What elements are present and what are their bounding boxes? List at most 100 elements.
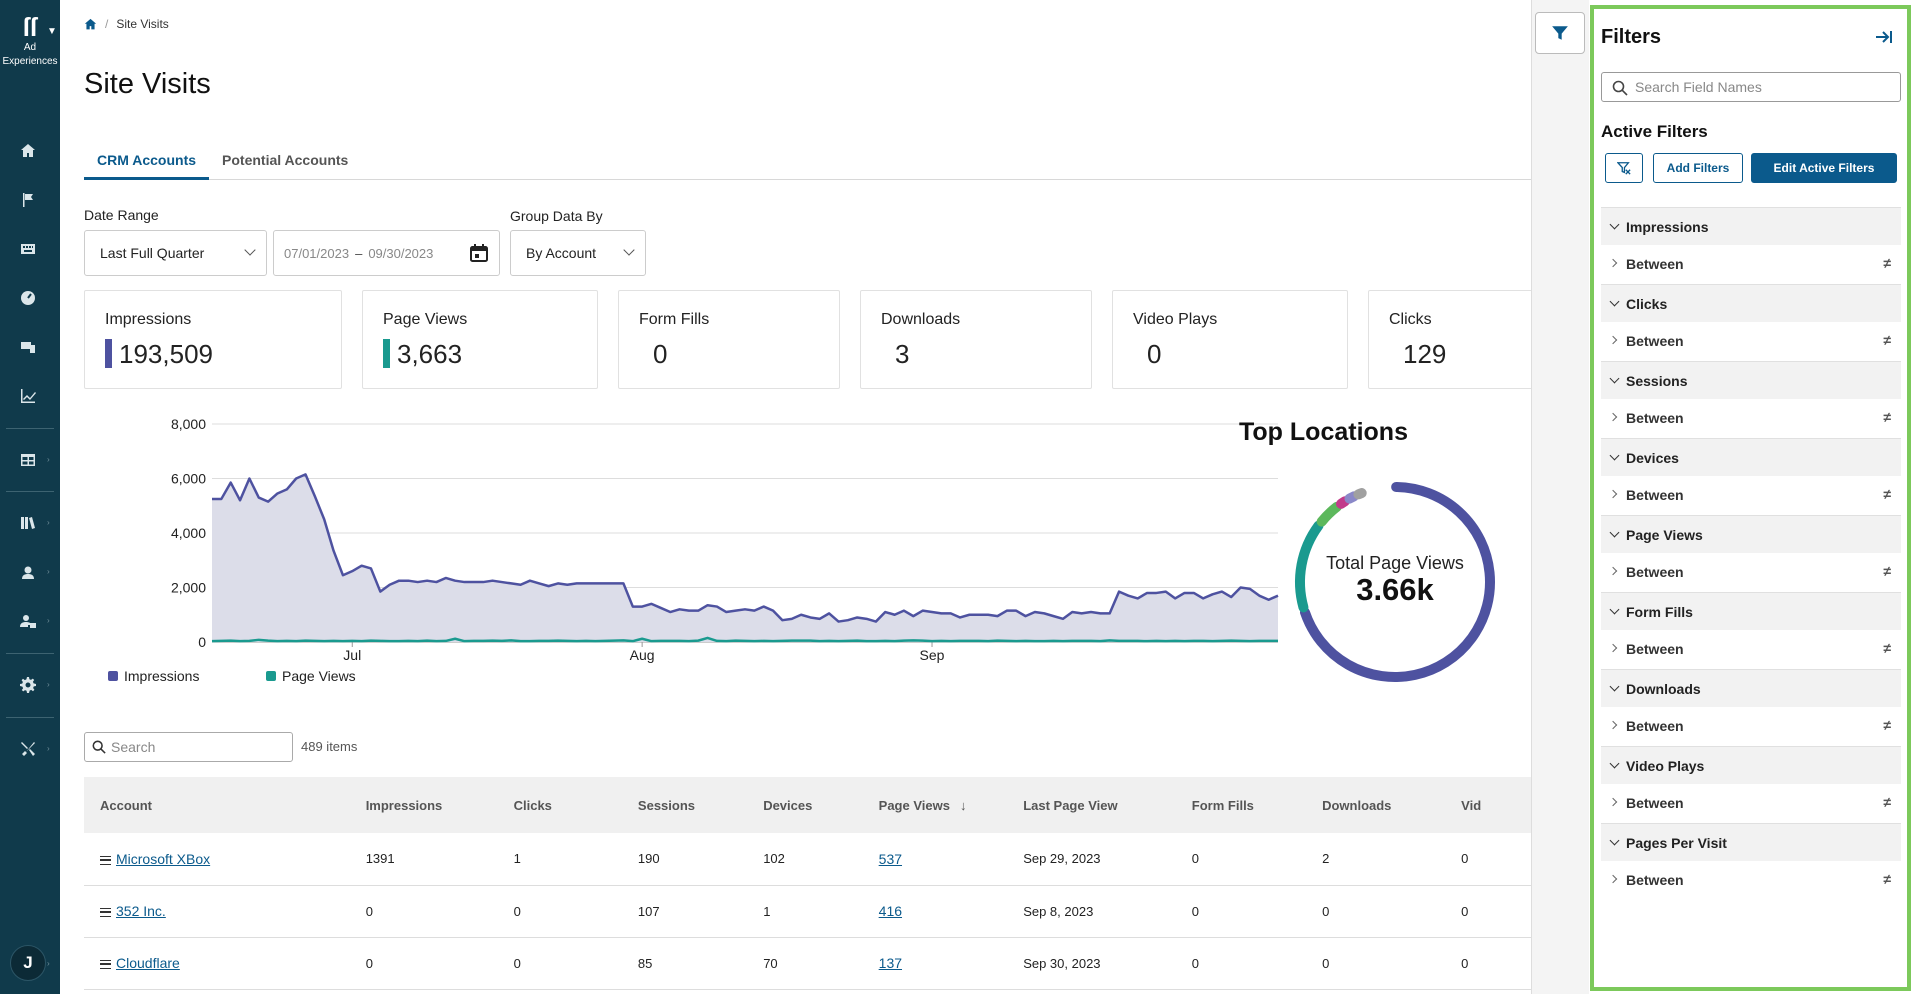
edit-active-filters-button[interactable]: Edit Active Filters <box>1751 153 1897 183</box>
not-equal-icon[interactable]: ≠ <box>1883 640 1891 656</box>
table-search-input[interactable]: Search <box>84 732 293 762</box>
line-chart-icon[interactable] <box>17 385 39 407</box>
col-account[interactable]: Account <box>100 797 152 813</box>
donut-slice[interactable] <box>1344 491 1359 504</box>
user-badge-icon[interactable] <box>17 561 39 583</box>
filter-group-header[interactable]: Page Views <box>1601 515 1901 553</box>
not-equal-icon[interactable]: ≠ <box>1883 486 1891 502</box>
library-icon[interactable] <box>17 512 39 534</box>
group-data-select[interactable]: By Account <box>510 230 646 276</box>
metric-label: Form Fills <box>639 311 710 328</box>
date-range-select[interactable]: Last Full Quarter <box>84 230 267 276</box>
filter-group-header[interactable]: Form Fills <box>1601 592 1901 630</box>
filter-group-header[interactable]: Sessions <box>1601 361 1901 399</box>
col-page-views[interactable]: Page Views ↓ <box>863 777 1008 833</box>
filter-group-form-fills: Form Fills Between ≠ <box>1601 592 1901 668</box>
filter-condition-label: Between <box>1626 487 1684 503</box>
filter-group-header[interactable]: Video Plays <box>1601 746 1901 784</box>
filter-group-header[interactable]: Clicks <box>1601 284 1901 322</box>
drag-handle-icon[interactable] <box>100 908 111 918</box>
filter-group-header[interactable]: Devices <box>1601 438 1901 476</box>
tab-crm-accounts[interactable]: CRM Accounts <box>84 148 210 180</box>
account-link[interactable]: Cloudflare <box>116 955 180 971</box>
funnel-clear-icon <box>1617 162 1631 175</box>
date-to[interactable]: 09/30/2023 <box>368 245 434 261</box>
user-settings-icon[interactable] <box>17 610 39 632</box>
date-from[interactable]: 07/01/2023 <box>284 245 350 261</box>
col-downloads[interactable]: Downloads <box>1322 797 1392 813</box>
clear-filters-button[interactable] <box>1605 153 1643 183</box>
donut-slice[interactable] <box>1336 496 1351 509</box>
sort-down-icon[interactable]: ↓ <box>959 797 967 813</box>
metric-label: Impressions <box>105 311 192 328</box>
table-row: 352 Inc. 0 0 107 1 416 Sep 8, 2023 0 0 0 <box>84 885 1531 937</box>
filter-group-header[interactable]: Pages Per Visit <box>1601 823 1901 861</box>
page-views-link[interactable]: 537 <box>878 850 903 867</box>
filter-condition-row[interactable]: Between ≠ <box>1601 245 1901 283</box>
filter-condition-row[interactable]: Between ≠ <box>1601 861 1901 899</box>
filter-condition-row[interactable]: Between ≠ <box>1601 399 1901 437</box>
legend-page-views[interactable]: Page Views <box>266 668 356 684</box>
donut-slice[interactable] <box>1353 488 1367 500</box>
cell-sessions: 107 <box>637 903 660 919</box>
not-equal-icon[interactable]: ≠ <box>1883 717 1891 733</box>
legend-impressions[interactable]: Impressions <box>108 668 199 684</box>
page-views-link[interactable]: 137 <box>878 955 903 971</box>
drag-handle-icon[interactable] <box>100 960 111 970</box>
not-equal-icon[interactable]: ≠ <box>1883 871 1891 887</box>
page-views-link[interactable]: 416 <box>878 903 903 919</box>
drag-handle-icon[interactable] <box>100 855 111 865</box>
metric-color-bar <box>105 339 112 368</box>
tools-icon[interactable] <box>17 738 39 760</box>
filter-condition-row[interactable]: Between ≠ <box>1601 707 1901 745</box>
tab-potential-accounts[interactable]: Potential Accounts <box>222 152 349 168</box>
donut-slice[interactable] <box>1295 520 1324 613</box>
y-tick-label: 8,000 <box>171 416 206 432</box>
field-search-placeholder: Search Field Names <box>1635 79 1762 95</box>
metric-value: 0 <box>1147 339 1162 369</box>
home-icon[interactable] <box>84 18 97 31</box>
not-equal-icon[interactable]: ≠ <box>1883 332 1891 348</box>
col-clicks[interactable]: Clicks <box>513 797 552 813</box>
account-link[interactable]: 352 Inc. <box>116 903 166 919</box>
filter-condition-row[interactable]: Between ≠ <box>1601 322 1901 360</box>
cell-page-views: 416 <box>863 885 1008 937</box>
account-link[interactable]: Microsoft XBox <box>116 850 211 867</box>
add-filters-button[interactable]: Add Filters <box>1653 153 1743 183</box>
calendar-icon[interactable] <box>469 243 489 263</box>
field-search-input[interactable]: Search Field Names <box>1601 72 1901 102</box>
app-logo[interactable]: ſſ ▼ Ad Experiences <box>0 14 60 68</box>
col-impressions[interactable]: Impressions <box>365 797 443 813</box>
filter-condition-row[interactable]: Between ≠ <box>1601 476 1901 514</box>
col-video[interactable]: Vid <box>1461 797 1482 813</box>
not-equal-icon[interactable]: ≠ <box>1883 794 1891 810</box>
filter-group-name: Sessions <box>1626 372 1688 389</box>
filter-group-header[interactable]: Downloads <box>1601 669 1901 707</box>
not-equal-icon[interactable]: ≠ <box>1883 563 1891 579</box>
filter-condition-row[interactable]: Between ≠ <box>1601 630 1901 668</box>
filter-group-header[interactable]: Impressions <box>1601 207 1901 245</box>
metric-label: Page Views <box>383 311 468 328</box>
date-range-picker[interactable]: 07/01/2023 – 09/30/2023 <box>273 230 500 276</box>
col-devices[interactable]: Devices <box>763 797 813 813</box>
not-equal-icon[interactable]: ≠ <box>1883 255 1891 271</box>
filter-toggle-button[interactable] <box>1535 12 1585 54</box>
donut-slice[interactable] <box>1299 482 1495 682</box>
keyboard-icon[interactable] <box>17 238 39 260</box>
filter-condition-row[interactable]: Between ≠ <box>1601 553 1901 591</box>
not-equal-icon[interactable]: ≠ <box>1883 409 1891 425</box>
donut-slice[interactable] <box>1316 501 1342 527</box>
home-icon[interactable] <box>17 140 39 162</box>
devices-icon[interactable] <box>17 336 39 358</box>
metric-value: 3,663 <box>397 339 463 369</box>
col-sessions[interactable]: Sessions <box>637 797 696 813</box>
avatar[interactable]: J <box>10 945 46 981</box>
gear-icon[interactable] <box>17 674 39 696</box>
col-last-page-view[interactable]: Last Page View <box>1023 797 1118 813</box>
filter-condition-row[interactable]: Between ≠ <box>1601 784 1901 822</box>
col-form-fills[interactable]: Form Fills <box>1191 797 1254 813</box>
flag-icon[interactable] <box>17 189 39 211</box>
dashboard-gauge-icon[interactable] <box>17 287 39 309</box>
collapse-panel-icon[interactable] <box>1874 27 1894 47</box>
table-icon[interactable] <box>17 449 39 471</box>
